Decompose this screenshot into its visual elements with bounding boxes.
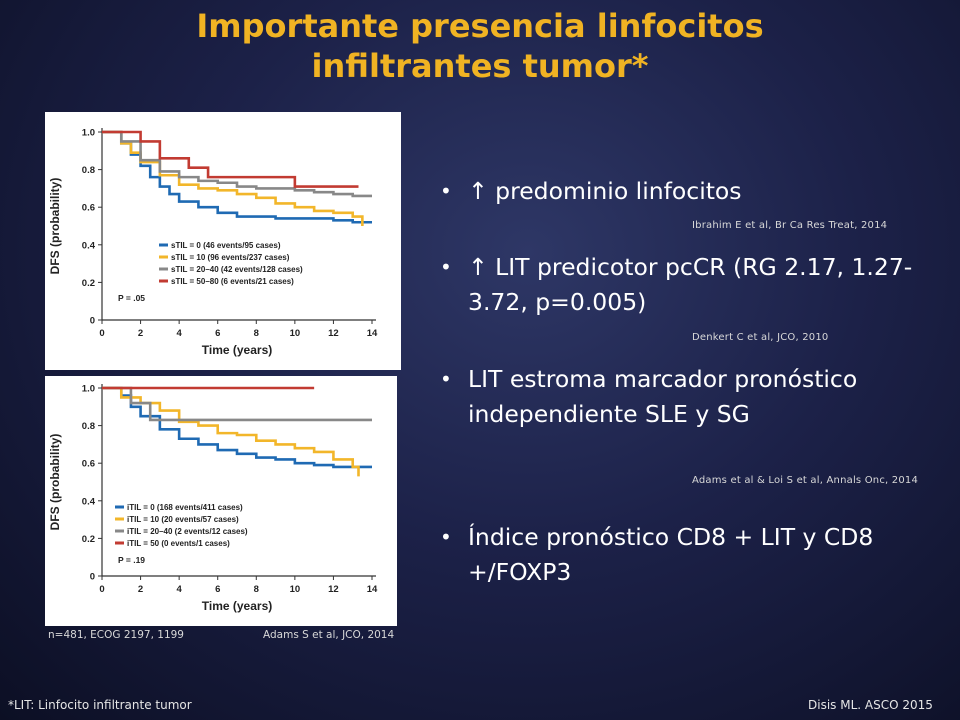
- y-tick-label: 0.6: [82, 459, 95, 470]
- y-tick-label: 0.8: [82, 421, 95, 432]
- itil-dfs-chart: 0 0.2 0.4 0.6 0.8 1.0 0 2 4 6 8 10 12 14 Time (years) D…: [45, 376, 397, 626]
- source-credit: Disis ML. ASCO 2015: [808, 698, 933, 712]
- x-tick-label: 8: [254, 584, 259, 595]
- km-curve: [102, 386, 372, 469]
- legend-label: iTIL = 20–40 (2 events/12 cases): [127, 527, 248, 536]
- footnote: *LIT: Linfocito infiltrante tumor: [8, 698, 192, 712]
- bullet-text: LIT estroma marcador pronóstico independ…: [468, 365, 858, 428]
- y-tick-label: 0.2: [82, 534, 95, 545]
- x-tick-label: 6: [215, 328, 220, 339]
- stil-dfs-svg: 0 0.2 0.4 0.6 0.8 1.0 0 2 4 6 8 10 12 14 Time (years) D…: [48, 128, 378, 358]
- y-tick-label: 0.6: [82, 203, 95, 214]
- x-tick-label: 12: [328, 584, 339, 595]
- x-axis-title: Time (years): [202, 599, 272, 613]
- x-tick-label: 2: [138, 328, 143, 339]
- y-tick-label: 0.8: [82, 165, 95, 176]
- x-tick-label: 12: [328, 328, 339, 339]
- x-tick-label: 10: [290, 328, 301, 339]
- bullet-text: ↑ LIT predicotor pcCR (RG 2.17, 1.27-3.7…: [468, 253, 913, 316]
- km-curve: [102, 130, 372, 198]
- bullet-marker: •: [440, 179, 452, 203]
- p-value-label: P = .05: [118, 293, 145, 303]
- legend-label: sTIL = 20–40 (42 events/128 cases): [171, 265, 303, 274]
- bullet-reference: Adams et al & Loi S et al, Annals Onc, 2…: [692, 475, 919, 486]
- legend-label: sTIL = 10 (96 events/237 cases): [171, 253, 290, 262]
- km-curve: [102, 386, 360, 477]
- x-tick-label: 0: [99, 584, 104, 595]
- x-tick-label: 4: [176, 584, 182, 595]
- x-tick-label: 6: [215, 584, 220, 595]
- legend-label: iTIL = 0 (168 events/411 cases): [127, 503, 243, 512]
- p-value-label: P = .19: [118, 555, 145, 565]
- y-tick-label: 0.4: [82, 240, 96, 251]
- slide-title: Importante presencia linfocitos infiltra…: [60, 6, 900, 86]
- stil-dfs-chart: 0 0.2 0.4 0.6 0.8 1.0 0 2 4 6 8 10 12 14 Time (years) D…: [45, 112, 401, 370]
- y-axis-title: DFS (probability): [48, 434, 62, 531]
- x-tick-label: 8: [254, 328, 259, 339]
- y-axis-title: DFS (probability): [48, 178, 62, 275]
- x-tick-label: 10: [290, 584, 301, 595]
- legend-label: iTIL = 10 (20 events/57 cases): [127, 515, 239, 524]
- y-tick-label: 0: [90, 316, 95, 327]
- legend-label: sTIL = 50–80 (6 events/21 cases): [171, 277, 294, 286]
- y-tick-label: 1.0: [82, 384, 95, 395]
- km-curve: [102, 130, 359, 188]
- x-tick-label: 0: [99, 328, 104, 339]
- y-tick-label: 0.4: [82, 496, 96, 507]
- x-tick-label: 14: [367, 584, 378, 595]
- bullet-text: ↑ predominio linfocitos: [468, 177, 742, 205]
- chart-caption-citation: Adams S et al, JCO, 2014: [263, 629, 395, 641]
- x-tick-label: 14: [367, 328, 378, 339]
- chart-caption-cohort: n=481, ECOG 2197, 1199: [48, 629, 184, 641]
- x-axis-title: Time (years): [202, 343, 272, 357]
- x-tick-label: 2: [138, 584, 143, 595]
- legend-label: iTIL = 50 (0 events/1 cases): [127, 539, 230, 548]
- x-tick-label: 4: [176, 328, 182, 339]
- bullet-text: Índice pronóstico CD8 + LIT y CD8 +/FOXP…: [468, 523, 874, 586]
- bullet-reference: Ibrahim E et al, Br Ca Res Treat, 2014: [692, 220, 888, 231]
- y-tick-label: 0.2: [82, 278, 95, 289]
- bullet-marker: •: [440, 367, 452, 391]
- bullet-marker: •: [440, 255, 452, 279]
- legend-label: sTIL = 0 (46 events/95 cases): [171, 241, 281, 250]
- y-tick-label: 1.0: [82, 128, 95, 139]
- itil-dfs-svg: 0 0.2 0.4 0.6 0.8 1.0 0 2 4 6 8 10 12 14 Time (years) D…: [48, 384, 378, 614]
- slide-title-line-1: Importante presencia linfocitos: [196, 7, 764, 45]
- y-tick-label: 0: [90, 572, 95, 583]
- bullet-reference: Denkert C et al, JCO, 2010: [692, 332, 829, 343]
- slide-title-line-2: infiltrantes tumor*: [311, 47, 649, 85]
- bullet-marker: •: [440, 525, 452, 549]
